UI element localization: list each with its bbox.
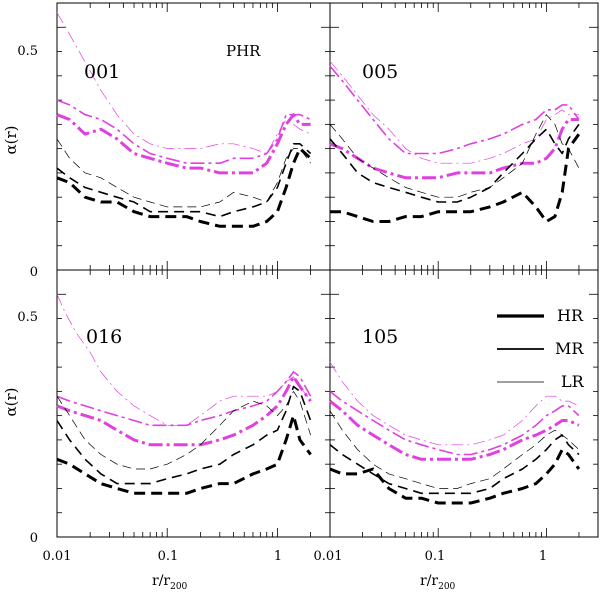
xtick-label-right-1: 1 [539,549,547,564]
ytick-label-bottom-0: 0 [30,531,38,546]
series-mr-magenta [56,99,311,164]
series-lr-black [56,391,311,470]
series-mr-magenta [329,390,580,456]
series-hr-magenta [329,399,580,461]
xtick-label-right-0.01: 0.01 [314,549,343,564]
xtick-label-right-0.1: 0.1 [425,549,446,564]
outer-axes: α(r) α(r) 0.5 0 0.5 0 0.01 0.1 1 0.01 0.… [2,44,547,592]
panel-title: 001 [84,61,120,83]
series-mr-black [329,123,580,203]
panels: 001 PHR 005 016 105 [56,2,599,538]
panel-title: 016 [86,326,122,348]
xtick-label-left-0.1: 0.1 [158,549,179,564]
series-lr-black [329,114,580,198]
series-mr-magenta [56,371,312,427]
panel-title: 105 [362,326,398,348]
series-mr-black [56,143,312,218]
series-lr-black [329,410,580,489]
series-lr-black [56,138,311,208]
xtick-label-left-1: 1 [274,549,282,564]
series-hr-black [56,147,312,228]
legend: HR MR LR [497,306,585,391]
series-lr-magenta [329,362,580,446]
panel-016: 016 [56,269,331,538]
series-hr-black [56,414,312,495]
series-hr-black [329,448,581,505]
xlabel-right: r/r200 [420,573,456,592]
legend-label-hr: HR [557,306,584,325]
legend-label-lr: LR [561,372,585,391]
series-lr-magenta [56,12,311,154]
panel-005: 005 [329,2,599,271]
series-hr-black [330,133,581,223]
series-lr-magenta [56,294,311,426]
ylabel-top: α(r) [2,125,20,154]
panel-frame [56,2,331,271]
series-hr-magenta [56,113,311,175]
legend-label-mr: MR [555,339,584,358]
panel-frame [329,269,599,538]
series-lr-magenta [329,61,579,164]
xlabel-left: r/r200 [152,573,188,592]
series-mr-magenta [329,65,580,155]
ytick-label-top-0: 0 [30,265,38,280]
panel-001: 001 PHR [56,2,331,271]
panel-105: 105 [329,269,599,538]
panel-annotation: PHR [226,42,261,60]
series-mr-black [56,385,312,485]
xtick-label-left-0.01: 0.01 [43,549,72,564]
ylabel-bottom: α(r) [2,387,20,416]
panel-title: 005 [362,61,398,83]
series-mr-black [329,434,580,495]
panel-frame [329,2,599,271]
ytick-label-bottom-0.5: 0.5 [17,310,38,325]
ytick-label-top-0.5: 0.5 [17,44,38,59]
